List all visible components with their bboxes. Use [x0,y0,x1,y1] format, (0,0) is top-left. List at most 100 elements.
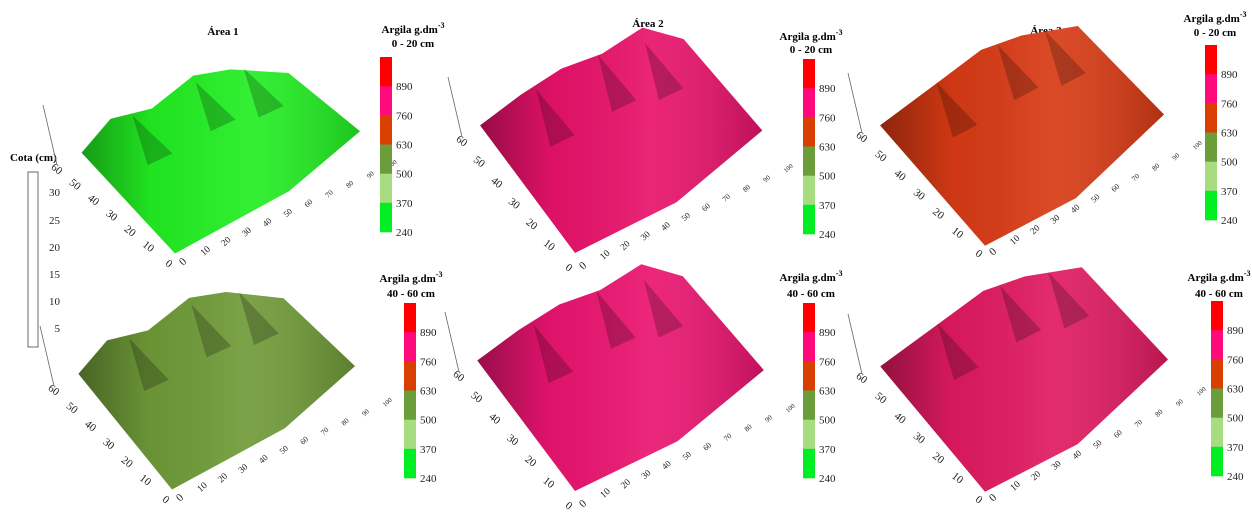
colorbar-title-sup: -3 [836,269,843,278]
colorbar-label: 630 [420,386,437,398]
y-tick-label: 20 [523,216,539,233]
colorbar-label: 240 [1221,215,1238,227]
colorbar-segment [1211,388,1223,418]
x-tick-label: 10 [1008,233,1023,248]
y-tick-label: 10 [140,239,156,256]
colorbar-label: 760 [396,110,413,122]
x-tick-label: 70 [1133,417,1145,429]
x-tick-label: 90 [764,414,774,424]
surface-ridge [191,304,232,358]
colorbar-title-sup: -3 [436,270,443,279]
colorbar-segment [1205,103,1217,133]
x-tick-label: 60 [1112,428,1124,440]
colorbar-title: Argila g.dm-3 [382,21,445,36]
cota-tick-label: 10 [49,296,61,308]
y-tick-label: 20 [522,453,538,470]
colorbar-label: 630 [819,142,836,154]
x-tick-label: 50 [681,450,693,462]
colorbar-segment [1211,417,1223,448]
colorbar-label: 500 [420,415,437,427]
x-tick-label: 20 [619,239,633,253]
colorbar-segment [404,303,416,333]
surface-ridge [937,323,979,381]
x-tick-label: 50 [1091,438,1103,450]
z-axis [444,311,460,373]
cota-title: Cota (cm) [10,152,57,164]
colorbar-segment [803,204,815,235]
x-tick-label: 10 [198,244,213,259]
x-tick-label: 100 [785,403,797,415]
colorbar-segment [803,419,815,450]
z-axis [847,313,863,375]
cota-tick-label: 30 [49,187,61,199]
surface-shading [880,26,1164,246]
x-tick-label: 50 [1089,192,1101,204]
x-tick-label: 70 [319,425,331,437]
y-tick-label: 50 [873,390,889,407]
x-tick-label: 30 [236,461,250,475]
colorbar-label: 500 [1221,157,1238,169]
colorbar-depth: 0 - 20 cm [790,44,832,56]
colorbar-label: 630 [1227,384,1244,396]
colorbar-label: 500 [1227,413,1244,425]
colorbar-segment [1211,359,1223,389]
colorbar-label: 630 [1221,128,1238,140]
colorbar-segment [380,115,392,145]
surface-ridge [238,291,279,345]
colorbar-segment [404,361,416,391]
colorbar-label: 500 [396,169,413,181]
surface-ridge [997,44,1039,101]
y-tick-label: 0 [973,248,985,261]
colorbar-2: Argila g.dm-30 - 20 cm 890 760 630 500 370 240 [780,28,843,241]
x-tick-label: 0 [987,491,999,504]
x-tick-label: 100 [387,159,399,171]
x-tick-label: 90 [1175,398,1185,408]
colorbar-depth: 0 - 20 cm [1194,27,1236,39]
x-tick-label: 80 [340,416,351,427]
cota-tick-label: 5 [55,323,61,335]
y-tick-label: 0 [163,258,175,271]
colorbar-segment [1211,301,1223,331]
colorbar-title: Argila g.dm-3 [1188,269,1251,284]
y-tick-label: 30 [506,196,522,213]
x-tick-label: 0 [987,245,999,258]
area-title-2: Área 2 [632,18,664,30]
colorbar-label: 500 [819,171,836,183]
x-tick-label: 10 [598,248,613,263]
x-tick-label: 100 [382,397,394,409]
x-tick-label: 60 [303,197,315,209]
surface-shading [78,292,356,490]
x-tick-label: 70 [722,431,734,443]
x-tick-label: 60 [298,434,310,446]
surface-ridge [644,42,684,101]
x-tick-label: 10 [598,486,613,501]
colorbar-segment [803,361,815,391]
x-tick-label: 30 [639,467,653,481]
x-tick-label: 90 [366,170,376,180]
surface-shading [880,267,1168,492]
colorbar-segment [404,390,416,420]
x-tick-label: 20 [1029,223,1043,237]
surface-ridge [195,81,236,132]
colorbar-label: 890 [1227,325,1244,337]
y-tick-label: 20 [930,450,946,467]
surface-ridge [596,290,636,349]
x-tick-label: 40 [659,220,672,233]
colorbar-label: 630 [819,386,836,398]
colorbar-label: 760 [819,356,836,368]
x-tick-label: 10 [1008,479,1023,494]
y-tick-label: 0 [563,500,575,513]
x-tick-label: 70 [323,188,335,200]
surface-shading [480,27,763,253]
x-tick-label: 80 [743,422,754,433]
x-tick-label: 70 [720,192,732,204]
y-tick-label: 50 [471,154,487,171]
colorbar-segment [803,88,815,118]
x-tick-label: 40 [1068,202,1081,215]
colorbar-label: 370 [1221,186,1238,198]
colorbar-segment [803,117,815,147]
x-tick-label: 90 [762,174,772,184]
